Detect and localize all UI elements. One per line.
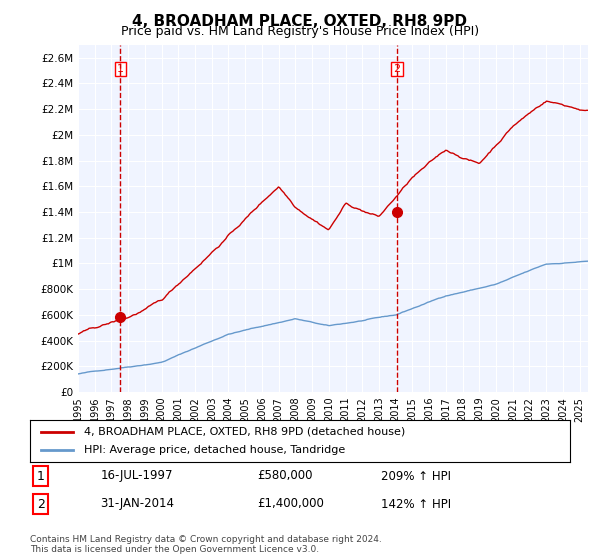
Text: 2: 2 — [37, 497, 45, 511]
Text: 2: 2 — [394, 64, 401, 74]
Text: 209% ↑ HPI: 209% ↑ HPI — [381, 469, 451, 483]
Text: 1: 1 — [117, 64, 124, 74]
Text: £580,000: £580,000 — [257, 469, 312, 483]
Text: 16-JUL-1997: 16-JUL-1997 — [100, 469, 173, 483]
Text: HPI: Average price, detached house, Tandridge: HPI: Average price, detached house, Tand… — [84, 445, 345, 455]
Text: 142% ↑ HPI: 142% ↑ HPI — [381, 497, 451, 511]
Text: 4, BROADHAM PLACE, OXTED, RH8 9PD: 4, BROADHAM PLACE, OXTED, RH8 9PD — [133, 14, 467, 29]
Text: 1: 1 — [37, 469, 45, 483]
Text: 31-JAN-2014: 31-JAN-2014 — [100, 497, 174, 511]
Text: Contains HM Land Registry data © Crown copyright and database right 2024.
This d: Contains HM Land Registry data © Crown c… — [30, 535, 382, 554]
Text: Price paid vs. HM Land Registry's House Price Index (HPI): Price paid vs. HM Land Registry's House … — [121, 25, 479, 38]
Text: 4, BROADHAM PLACE, OXTED, RH8 9PD (detached house): 4, BROADHAM PLACE, OXTED, RH8 9PD (detac… — [84, 427, 405, 437]
Text: £1,400,000: £1,400,000 — [257, 497, 323, 511]
